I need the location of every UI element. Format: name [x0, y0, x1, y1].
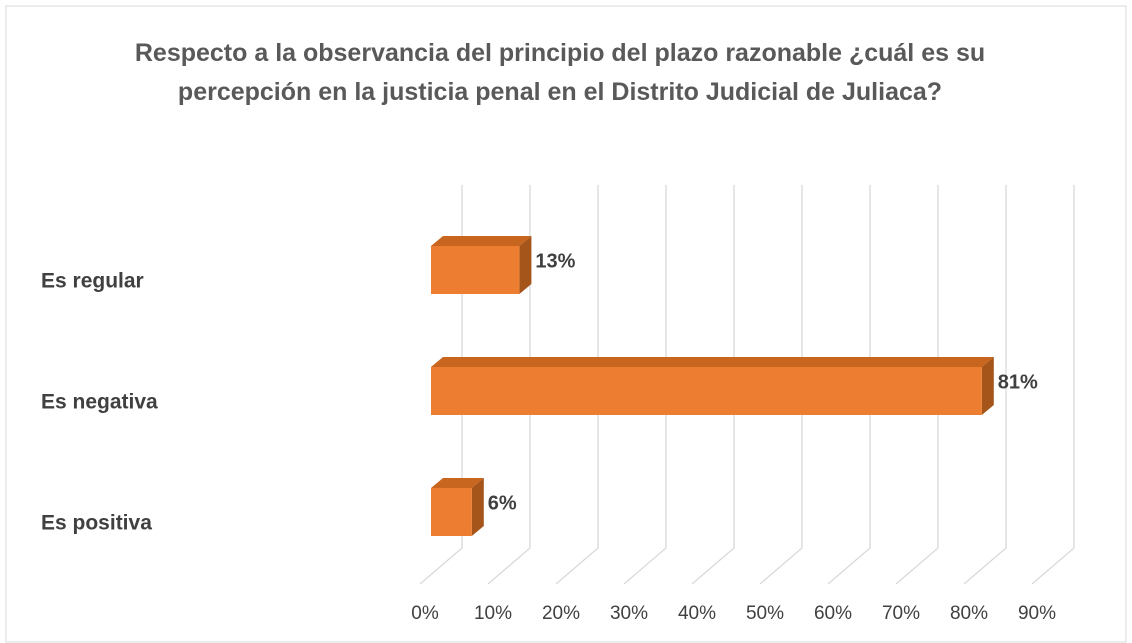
x-tick-label: 20% [542, 603, 580, 624]
y-tick-label: Es regular [41, 270, 144, 293]
grid-line [963, 185, 1007, 585]
data-label: 13% [535, 250, 575, 272]
bar-side [519, 236, 532, 294]
x-tick-label: 0% [411, 603, 439, 624]
chart-frame [5, 5, 1127, 643]
bar-top [431, 357, 994, 367]
y-tick-label: Es positiva [41, 512, 152, 535]
grid-line [895, 185, 939, 585]
grid-line [759, 185, 803, 585]
bar [431, 246, 520, 294]
x-tick-label: 70% [882, 603, 920, 624]
grid-line [487, 185, 531, 585]
bar-top [431, 478, 484, 488]
x-tick-label: 50% [746, 603, 784, 624]
y-tick-label: Es negativa [41, 391, 158, 414]
x-tick-label: 90% [1018, 603, 1056, 624]
data-label: 81% [998, 371, 1038, 393]
x-tick-label: 60% [814, 603, 852, 624]
x-tick-label: 30% [610, 603, 648, 624]
bar-top [431, 236, 532, 246]
x-tick-label: 80% [950, 603, 988, 624]
bar-side [471, 478, 484, 536]
chart-title: Respecto a la observancia del principio … [134, 39, 986, 106]
bar-side [981, 357, 994, 415]
grid-line [691, 185, 735, 585]
bar [431, 367, 982, 415]
grid-line [419, 185, 463, 585]
grid-line [827, 185, 871, 585]
x-tick-label: 40% [678, 603, 716, 624]
data-label: 6% [488, 492, 517, 514]
bar [431, 488, 472, 536]
grid-line [555, 185, 599, 585]
grid-line [1031, 185, 1075, 585]
x-tick-label: 10% [474, 603, 512, 624]
grid-line [623, 185, 667, 585]
